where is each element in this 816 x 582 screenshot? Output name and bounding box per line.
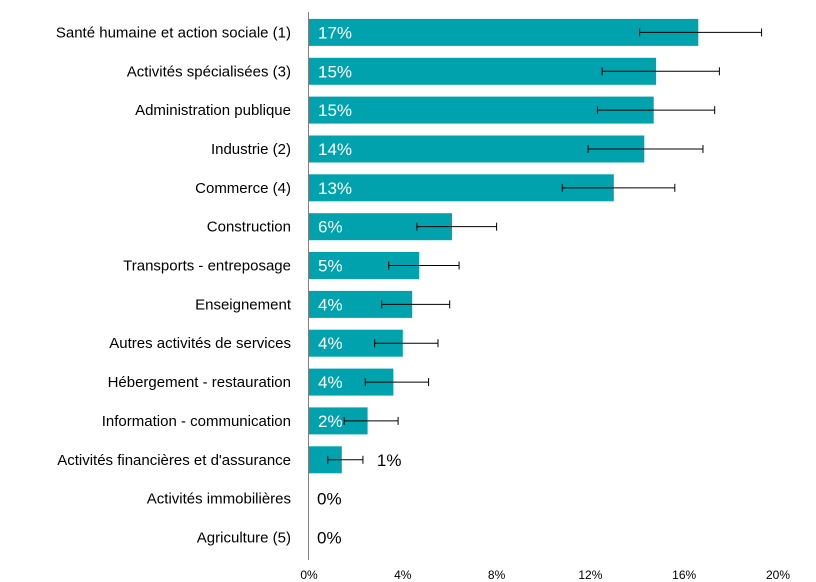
x-tick-label: 12% [578, 568, 602, 582]
category-label: Activités financières et d'assurance [57, 452, 291, 469]
error-bar [596, 106, 716, 115]
category-label: Transports - entreposage [123, 258, 291, 275]
data-labels-layer: 17% 15% 15% 14% 13% 6% 5% 4% 4% 4% 2% 1% 0% 0% [317, 23, 402, 547]
data-label: 1% [377, 451, 402, 470]
x-axis-ticks-layer: 0% 4% 8% 12% 16% 20% [300, 568, 790, 582]
error-bar [343, 416, 399, 425]
data-label: 15% [318, 101, 352, 120]
data-label: 4% [318, 373, 343, 392]
x-tick-label: 16% [672, 568, 696, 582]
category-label: Activités spécialisées (3) [127, 63, 291, 80]
data-label: 4% [318, 295, 343, 314]
data-label: 6% [318, 218, 343, 237]
data-label: 0% [317, 490, 342, 509]
data-label: 0% [317, 528, 342, 547]
x-tick-label: 8% [488, 568, 506, 582]
category-label: Administration publique [135, 102, 291, 119]
bars-layer [309, 18, 699, 474]
category-label: Agriculture (5) [197, 529, 291, 546]
data-label: 13% [318, 179, 352, 198]
category-label: Construction [207, 219, 291, 236]
data-label: 17% [318, 23, 352, 42]
data-label: 2% [318, 412, 343, 431]
error-bar [587, 144, 704, 153]
data-label: 5% [318, 257, 343, 276]
data-label: 15% [318, 62, 352, 81]
category-labels-layer: Santé humaine et action sociale (1) Activ… [56, 24, 292, 546]
error-bar [388, 261, 460, 270]
error-bar [416, 222, 498, 231]
category-label: Industrie (2) [211, 141, 291, 158]
x-tick-label: 4% [394, 568, 412, 582]
x-tick-label: 0% [300, 568, 318, 582]
category-label: Information - communication [102, 413, 291, 430]
error-bar [327, 455, 364, 464]
error-bar [374, 339, 439, 348]
bar [309, 96, 654, 124]
category-label: Activités immobilières [147, 491, 291, 508]
x-tick-label: 20% [766, 568, 790, 582]
bar [309, 57, 657, 85]
data-label: 4% [318, 334, 343, 353]
category-label: Santé humaine et action sociale (1) [56, 24, 291, 41]
category-label: Autres activités de services [109, 335, 291, 352]
bar [309, 18, 699, 46]
error-bar [639, 28, 763, 37]
error-bar [364, 378, 430, 387]
category-label: Enseignement [195, 296, 292, 313]
data-label: 14% [318, 140, 352, 159]
category-label: Commerce (4) [195, 180, 291, 197]
error-bar [561, 183, 676, 192]
error-bar [601, 67, 720, 76]
error-bars-layer [327, 28, 763, 464]
category-label: Hébergement - restauration [108, 374, 291, 391]
error-bar [381, 300, 451, 309]
